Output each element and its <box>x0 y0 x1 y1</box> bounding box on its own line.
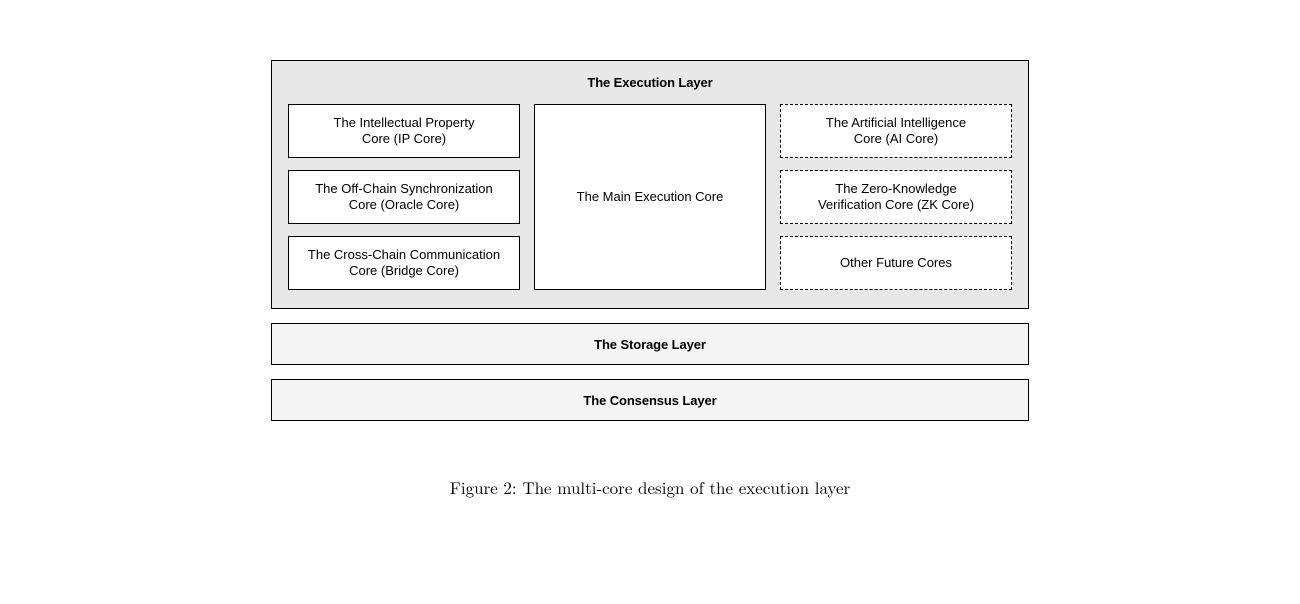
core-oracle: The Off-Chain Synchronization Core (Orac… <box>288 170 520 224</box>
consensus-layer: The Consensus Layer <box>271 379 1029 421</box>
core-ai: The Artificial Intelligence Core (AI Cor… <box>780 104 1012 158</box>
cores-grid: The Intellectual Property Core (IP Core)… <box>288 104 1012 290</box>
core-ip: The Intellectual Property Core (IP Core) <box>288 104 520 158</box>
core-bridge: The Cross-Chain Communication Core (Brid… <box>288 236 520 290</box>
core-zk: The Zero-Knowledge Verification Core (ZK… <box>780 170 1012 224</box>
storage-layer-title: The Storage Layer <box>594 337 706 352</box>
architecture-diagram: The Execution Layer The Intellectual Pro… <box>271 60 1029 421</box>
consensus-layer-title: The Consensus Layer <box>583 393 716 408</box>
execution-layer: The Execution Layer The Intellectual Pro… <box>271 60 1029 309</box>
storage-layer: The Storage Layer <box>271 323 1029 365</box>
figure-caption: Figure 2: The multi-core design of the e… <box>450 475 850 499</box>
core-future: Other Future Cores <box>780 236 1012 290</box>
core-main-execution: The Main Execution Core <box>534 104 766 290</box>
execution-layer-title: The Execution Layer <box>288 75 1012 90</box>
